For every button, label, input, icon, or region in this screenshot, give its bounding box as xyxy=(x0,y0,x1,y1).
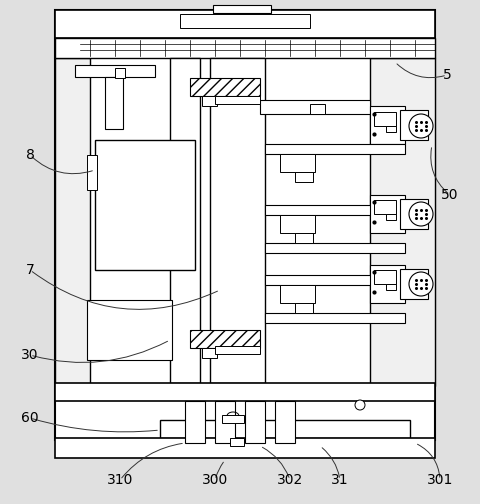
Bar xyxy=(190,330,260,348)
Bar xyxy=(265,313,405,323)
Text: 31: 31 xyxy=(331,473,349,487)
Bar xyxy=(295,172,313,182)
Bar xyxy=(160,420,410,438)
Bar xyxy=(75,65,155,77)
Bar xyxy=(370,195,405,233)
Bar xyxy=(310,104,325,114)
Bar xyxy=(95,140,195,270)
Bar xyxy=(87,155,97,190)
Bar xyxy=(295,233,313,243)
Circle shape xyxy=(409,202,433,226)
Bar xyxy=(386,284,396,290)
Bar xyxy=(222,415,244,423)
Bar xyxy=(275,401,295,443)
Bar xyxy=(185,401,205,443)
Bar xyxy=(245,401,265,443)
Bar xyxy=(210,58,265,383)
Bar xyxy=(370,58,435,386)
Text: 50: 50 xyxy=(441,188,459,202)
Bar xyxy=(400,199,428,229)
Bar xyxy=(202,96,217,106)
Bar xyxy=(55,58,90,386)
Text: 7: 7 xyxy=(25,263,35,277)
Text: 60: 60 xyxy=(21,411,39,425)
Bar xyxy=(370,265,405,303)
Circle shape xyxy=(355,400,365,410)
Bar xyxy=(55,10,435,38)
Bar xyxy=(374,112,396,126)
Bar xyxy=(215,346,260,354)
Bar xyxy=(400,269,428,299)
Bar xyxy=(386,126,396,132)
Bar xyxy=(55,38,435,58)
Text: 8: 8 xyxy=(25,148,35,162)
Bar xyxy=(55,438,435,458)
Bar xyxy=(280,285,315,303)
Bar xyxy=(260,100,370,114)
Bar xyxy=(87,300,172,360)
Bar xyxy=(265,205,405,215)
Bar xyxy=(265,144,405,154)
Bar xyxy=(386,214,396,220)
Bar xyxy=(374,200,396,214)
Bar xyxy=(180,14,310,28)
Bar xyxy=(374,270,396,284)
Text: 300: 300 xyxy=(202,473,228,487)
Bar xyxy=(265,243,405,253)
Bar xyxy=(215,401,235,443)
Text: 301: 301 xyxy=(427,473,453,487)
Bar xyxy=(280,154,315,172)
Bar xyxy=(400,110,428,140)
Bar xyxy=(170,58,200,383)
Bar xyxy=(280,215,315,233)
Bar xyxy=(55,10,435,440)
Bar xyxy=(265,275,405,285)
Circle shape xyxy=(409,272,433,296)
Bar xyxy=(230,438,244,446)
Circle shape xyxy=(409,114,433,138)
Bar xyxy=(55,383,435,401)
Text: 310: 310 xyxy=(107,473,133,487)
Bar xyxy=(295,303,313,313)
Text: 30: 30 xyxy=(21,348,39,362)
Bar xyxy=(213,5,271,13)
Bar xyxy=(105,77,123,129)
Bar xyxy=(370,106,405,144)
Bar xyxy=(115,68,125,78)
Bar xyxy=(190,78,260,96)
Bar xyxy=(215,96,260,104)
Text: 302: 302 xyxy=(277,473,303,487)
Bar xyxy=(202,348,217,358)
Text: 5: 5 xyxy=(443,68,451,82)
